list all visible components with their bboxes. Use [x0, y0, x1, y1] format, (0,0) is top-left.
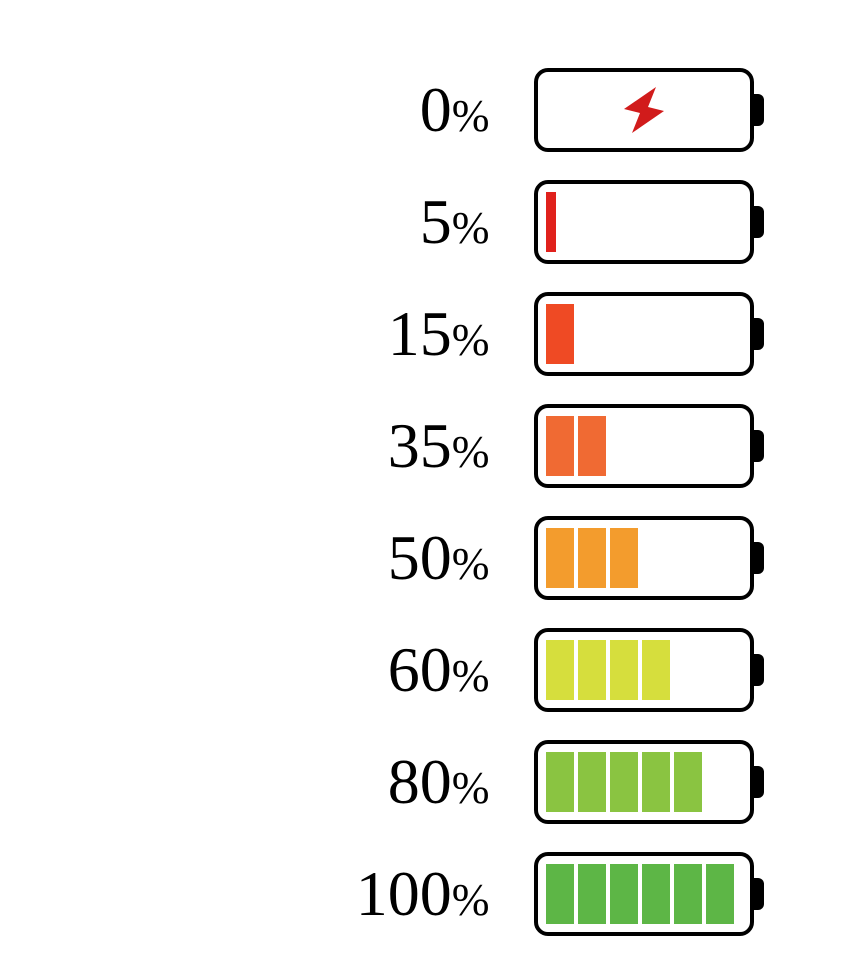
battery-cap [750, 94, 764, 126]
battery-level-label: 100% [114, 862, 534, 926]
battery-level-row: 35% [114, 404, 754, 488]
battery-segment [546, 192, 556, 252]
battery-level-number: 35 [388, 410, 452, 481]
percent-sign: % [452, 203, 490, 253]
battery-icon [534, 404, 754, 488]
battery-icon [534, 740, 754, 824]
battery-segment [546, 416, 574, 476]
battery-icon [534, 68, 754, 152]
battery-segment [706, 864, 734, 924]
battery-segment [674, 864, 702, 924]
battery-level-number: 100 [356, 858, 452, 929]
battery-cap [750, 878, 764, 910]
battery-segment [610, 640, 638, 700]
battery-segment [642, 752, 670, 812]
battery-segment [642, 864, 670, 924]
battery-segment [546, 752, 574, 812]
battery-level-number: 60 [388, 634, 452, 705]
battery-level-row: 50% [114, 516, 754, 600]
battery-level-label: 35% [114, 414, 534, 478]
battery-cap [750, 318, 764, 350]
battery-level-label: 50% [114, 526, 534, 590]
percent-sign: % [452, 875, 490, 925]
battery-level-row: 15% [114, 292, 754, 376]
battery-level-label: 60% [114, 638, 534, 702]
battery-level-label: 5% [114, 190, 534, 254]
battery-icon [534, 516, 754, 600]
battery-icon [534, 628, 754, 712]
battery-icon [534, 180, 754, 264]
battery-segment [578, 864, 606, 924]
battery-level-number: 80 [388, 746, 452, 817]
battery-icon [534, 292, 754, 376]
battery-cap [750, 766, 764, 798]
percent-sign: % [452, 763, 490, 813]
battery-levels-infographic: 0%5%15%35%50%60%80%100% [0, 0, 867, 936]
battery-segment [610, 864, 638, 924]
battery-segment [610, 528, 638, 588]
battery-segment [610, 752, 638, 812]
percent-sign: % [452, 651, 490, 701]
percent-sign: % [452, 91, 490, 141]
battery-segment [546, 528, 574, 588]
battery-level-label: 0% [114, 78, 534, 142]
battery-segment [578, 416, 606, 476]
percent-sign: % [452, 539, 490, 589]
battery-level-row: 0% [114, 68, 754, 152]
battery-level-number: 5 [420, 186, 452, 257]
battery-segment [578, 752, 606, 812]
battery-level-number: 15 [388, 298, 452, 369]
percent-sign: % [452, 427, 490, 477]
battery-level-number: 0 [420, 74, 452, 145]
percent-sign: % [452, 315, 490, 365]
battery-segment [546, 864, 574, 924]
battery-cap [750, 542, 764, 574]
battery-segment [546, 640, 574, 700]
battery-level-row: 80% [114, 740, 754, 824]
battery-segment [578, 528, 606, 588]
battery-cap [750, 654, 764, 686]
battery-segment [578, 640, 606, 700]
battery-level-row: 5% [114, 180, 754, 264]
battery-segment [642, 640, 670, 700]
battery-cap [750, 206, 764, 238]
battery-cap [750, 430, 764, 462]
battery-segment [674, 752, 702, 812]
lightning-bolt-icon [604, 85, 684, 135]
battery-icon [534, 852, 754, 936]
battery-level-number: 50 [388, 522, 452, 593]
battery-segment [546, 304, 574, 364]
battery-level-row: 60% [114, 628, 754, 712]
battery-level-label: 80% [114, 750, 534, 814]
battery-level-row: 100% [114, 852, 754, 936]
battery-level-label: 15% [114, 302, 534, 366]
